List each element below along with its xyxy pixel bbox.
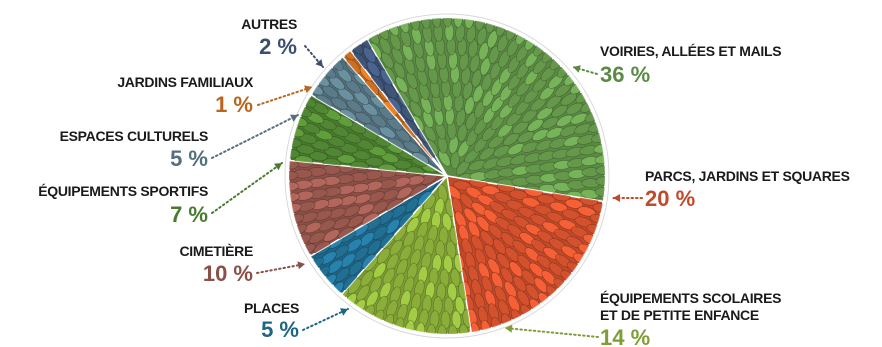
leader-line xyxy=(572,66,598,75)
slice-value-label: 2 % xyxy=(259,34,297,59)
leader-arrowhead xyxy=(304,85,312,93)
slice-label: ÉQUIPEMENTS SCOLAIRES xyxy=(600,290,781,306)
leader-arrowhead xyxy=(274,163,282,171)
pie-slice xyxy=(309,175,448,296)
slice-value-label: 7 % xyxy=(170,202,208,227)
slice-label: ÉQUIPEMENTS SPORTIFS xyxy=(38,183,208,199)
slice-value-label: 10 % xyxy=(203,261,253,286)
pie-slices xyxy=(288,17,606,335)
slice-value-label: 36 % xyxy=(600,62,650,87)
leader-arrowhead xyxy=(297,261,305,270)
leaf-texture xyxy=(310,176,439,295)
leader-arrowhead xyxy=(290,114,298,122)
slice-label: CIMETIÈRE xyxy=(179,243,253,259)
leader-line xyxy=(504,327,599,338)
leader-arrowhead xyxy=(573,65,581,73)
slice-value-label: 5 % xyxy=(170,146,208,171)
slice-label: AUTRES xyxy=(241,16,297,32)
leader-line xyxy=(302,308,349,331)
leader-line xyxy=(211,114,299,159)
slice-label: PARCS, JARDINS ET SQUARES xyxy=(645,168,850,184)
slice-label: VOIRIES, ALLÉES ET MAILS xyxy=(600,43,781,59)
slice-value-label: 1 % xyxy=(215,92,253,117)
leader-arrowhead xyxy=(315,59,323,67)
pie-outline xyxy=(284,13,610,339)
leader-arrowhead xyxy=(340,308,348,316)
leader-arrowhead xyxy=(613,194,620,202)
leader-arrowhead xyxy=(505,324,513,333)
leader-line xyxy=(256,263,306,274)
slice-value-label: 14 % xyxy=(600,325,650,347)
slice-label-line2: ET DE PETITE ENFANCE xyxy=(600,307,759,323)
slice-label: JARDINS FAMILIAUX xyxy=(117,74,254,90)
pie-labels: VOIRIES, ALLÉES ET MAILS 36 % PARCS, JARDI… xyxy=(38,16,850,347)
slice-label: PLACES xyxy=(244,300,299,316)
pie-slice xyxy=(366,17,606,203)
leader-line xyxy=(257,86,313,106)
slice-value-label: 5 % xyxy=(261,317,299,342)
leader-line xyxy=(211,162,283,214)
slice-label: ESPACES CULTURELS xyxy=(60,128,208,144)
slice-value-label: 20 % xyxy=(645,186,695,211)
